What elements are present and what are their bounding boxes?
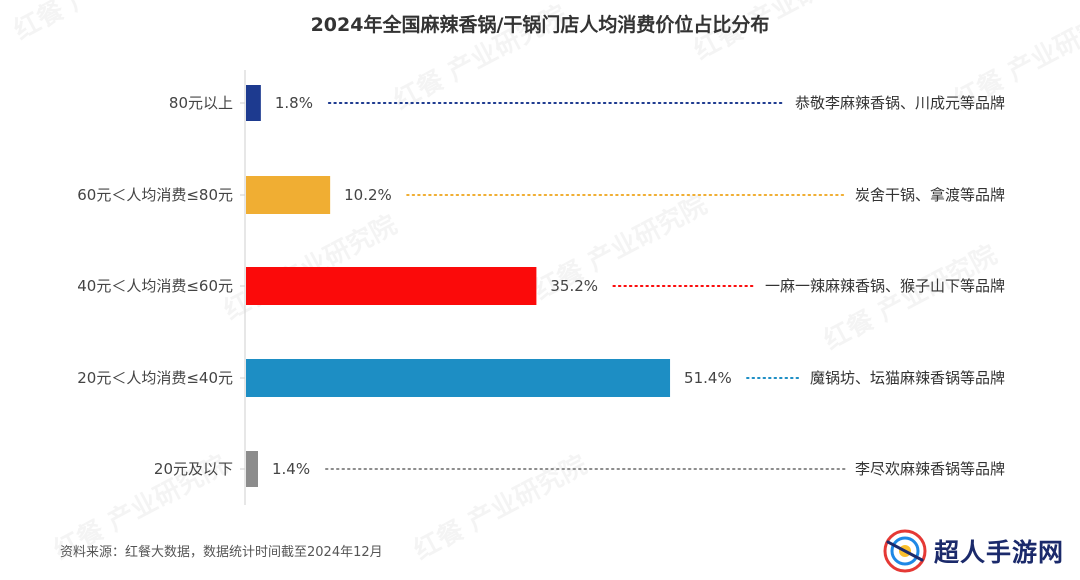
brand-annotation: 恭敬李麻辣香锅、川成元等品牌: [795, 94, 1005, 112]
bar: [246, 176, 331, 214]
category-label: 80元以上: [169, 94, 233, 112]
brand-name: 超人手游网: [934, 538, 1065, 567]
brand-annotation: 炭舍干锅、拿渡等品牌: [855, 186, 1005, 204]
value-label: 35.2%: [550, 277, 598, 295]
source-note: 资料来源：红餐大数据，数据统计时间截至2024年12月: [60, 545, 383, 560]
bar: [246, 451, 258, 487]
value-label: 10.2%: [344, 186, 392, 204]
category-label: 20元＜人均消费≤40元: [77, 369, 233, 387]
brand-annotation: 魔锅坊、坛猫麻辣香锅等品牌: [810, 369, 1005, 387]
chart-title: 2024年全国麻辣香锅/干锅门店人均消费价位占比分布: [310, 14, 770, 36]
category-label: 60元＜人均消费≤80元: [77, 186, 233, 204]
bar: [246, 85, 261, 121]
brand-logo-icon: [883, 529, 927, 573]
bar: [246, 267, 537, 305]
value-label: 51.4%: [684, 369, 732, 387]
brand-annotation: 一麻一辣麻辣香锅、猴子山下等品牌: [765, 277, 1005, 295]
value-label: 1.8%: [275, 94, 313, 112]
category-label: 20元及以下: [154, 460, 233, 478]
brand-logo-block[interactable]: 超人手游网: [882, 528, 1064, 574]
category-label: 40元＜人均消费≤60元: [77, 277, 233, 295]
brand-annotation: 李尽欢麻辣香锅等品牌: [855, 460, 1005, 478]
bar: [246, 359, 671, 397]
value-label: 1.4%: [272, 460, 310, 478]
